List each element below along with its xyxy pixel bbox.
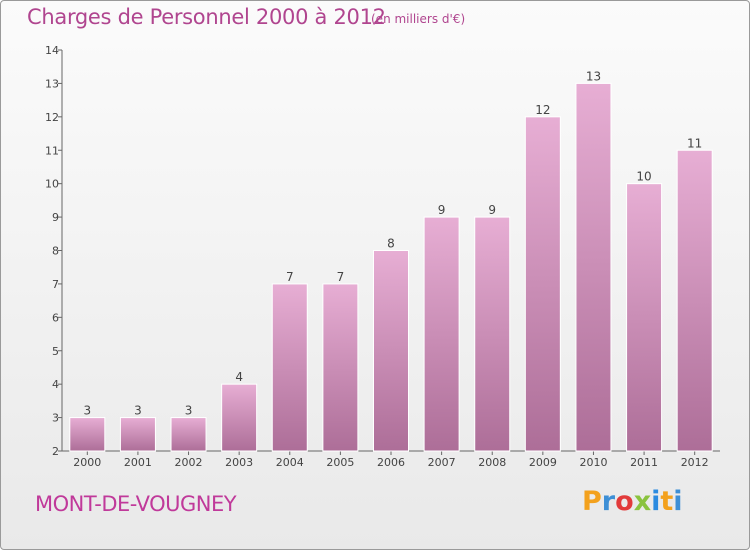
- y-tick-label: 14: [45, 44, 59, 57]
- bar-2005: [322, 283, 359, 452]
- bar-2004: [271, 283, 308, 452]
- x-tick-label: 2012: [681, 456, 709, 469]
- bar-value-label: 13: [586, 69, 601, 83]
- y-tick-label: 6: [52, 311, 59, 324]
- x-tick-label: 2002: [175, 456, 203, 469]
- bar-value-label: 3: [134, 404, 142, 418]
- y-tick-label: 9: [52, 211, 59, 224]
- bar-value-label: 9: [488, 203, 496, 217]
- y-tick-label: 11: [45, 144, 59, 157]
- labels-group: 3 2000 3 2001 3 2002 4 2003 7 2004 7 2005 8 2006 9 2007…: [73, 69, 708, 469]
- y-tick-label: 8: [52, 245, 59, 258]
- x-tick-label: 2010: [579, 456, 607, 469]
- bar-2007: [423, 216, 460, 452]
- bar-2002: [170, 417, 207, 452]
- x-tick-label: 2006: [377, 456, 405, 469]
- bar-2012: [676, 149, 713, 452]
- x-tick-label: 2005: [326, 456, 354, 469]
- y-tick-label: 2: [52, 445, 59, 458]
- bar-value-label: 7: [286, 270, 294, 284]
- y-tick-label: 3: [52, 412, 59, 425]
- x-tick-label: 2007: [428, 456, 456, 469]
- x-tick-label: 2004: [276, 456, 304, 469]
- bar-2011: [626, 183, 663, 452]
- bar-2001: [119, 417, 156, 452]
- bar-value-label: 3: [185, 404, 193, 418]
- bar-2009: [524, 116, 561, 452]
- y-tick-label: 4: [52, 378, 59, 391]
- y-tick-label: 7: [52, 278, 59, 291]
- bar-2006: [373, 250, 409, 452]
- commune-name: MONT-DE-VOUGNEY: [35, 492, 237, 516]
- bar-value-label: 7: [337, 270, 345, 284]
- bar-value-label: 12: [535, 103, 550, 117]
- x-tick-label: 2001: [124, 456, 152, 469]
- bar-2000: [69, 417, 106, 452]
- bar-value-label: 4: [235, 370, 243, 384]
- bar-value-label: 10: [636, 170, 651, 184]
- y-tick-label: 13: [45, 77, 59, 90]
- bar-value-label: 9: [438, 203, 446, 217]
- bar-2010: [575, 82, 612, 452]
- x-tick-label: 2000: [73, 456, 101, 469]
- bar-2003: [221, 383, 258, 452]
- bar-value-label: 8: [387, 237, 395, 251]
- x-tick-label: 2011: [630, 456, 658, 469]
- chart-subtitle: (en milliers d'€): [371, 12, 466, 26]
- y-tick-label: 12: [45, 111, 59, 124]
- chart-title: Charges de Personnel 2000 à 2012: [27, 5, 386, 29]
- x-tick-label: 2003: [225, 456, 253, 469]
- bars-group: [69, 82, 713, 452]
- proxiti-logo[interactable]: Proxiti: [582, 486, 683, 517]
- x-tick-label: 2009: [529, 456, 557, 469]
- y-tick-label: 5: [52, 345, 59, 358]
- x-tick-label: 2008: [478, 456, 506, 469]
- bar-value-label: 11: [687, 136, 702, 150]
- bar-value-label: 3: [83, 404, 91, 418]
- bar-2008: [474, 216, 511, 452]
- y-tick-label: 10: [45, 178, 59, 191]
